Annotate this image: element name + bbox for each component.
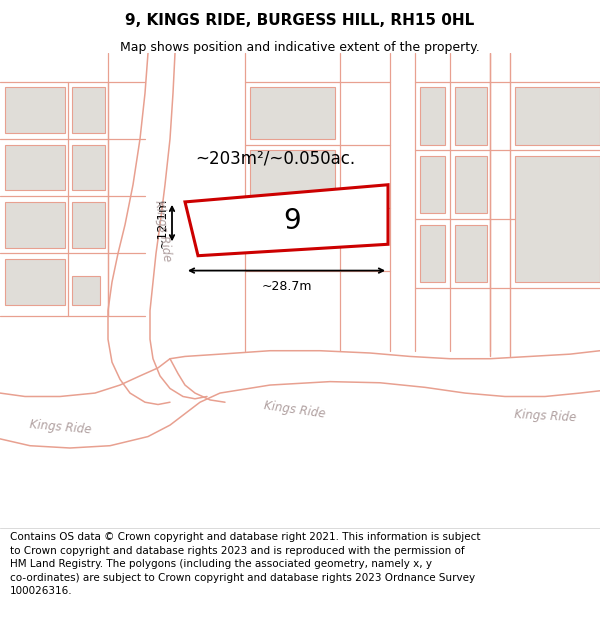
Polygon shape [420, 225, 445, 282]
Polygon shape [5, 145, 65, 191]
Polygon shape [72, 276, 100, 305]
Polygon shape [455, 156, 487, 213]
Text: Kings Ride: Kings Ride [263, 399, 326, 421]
Polygon shape [515, 88, 600, 145]
Text: 9, KINGS RIDE, BURGESS HILL, RH15 0HL: 9, KINGS RIDE, BURGESS HILL, RH15 0HL [125, 13, 475, 28]
Text: Kings Ride: Kings Ride [152, 199, 174, 262]
Polygon shape [455, 225, 487, 282]
Polygon shape [72, 202, 105, 248]
Polygon shape [185, 185, 388, 256]
Text: 9: 9 [283, 208, 301, 236]
Polygon shape [420, 156, 445, 213]
Text: Kings Ride: Kings Ride [29, 418, 91, 437]
Polygon shape [72, 145, 105, 191]
Polygon shape [515, 156, 600, 282]
Polygon shape [5, 259, 65, 305]
Polygon shape [455, 88, 487, 145]
Text: Map shows position and indicative extent of the property.: Map shows position and indicative extent… [120, 41, 480, 54]
Polygon shape [250, 151, 335, 202]
Text: Contains OS data © Crown copyright and database right 2021. This information is : Contains OS data © Crown copyright and d… [10, 532, 480, 596]
Polygon shape [420, 88, 445, 145]
Text: ~28.7m: ~28.7m [261, 280, 312, 292]
Polygon shape [5, 88, 65, 133]
Text: ~12.1m: ~12.1m [156, 198, 169, 248]
Polygon shape [250, 88, 335, 139]
Text: Kings Ride: Kings Ride [514, 408, 576, 424]
Polygon shape [72, 88, 105, 133]
Text: ~203m²/~0.050ac.: ~203m²/~0.050ac. [195, 149, 355, 168]
Polygon shape [5, 202, 65, 248]
